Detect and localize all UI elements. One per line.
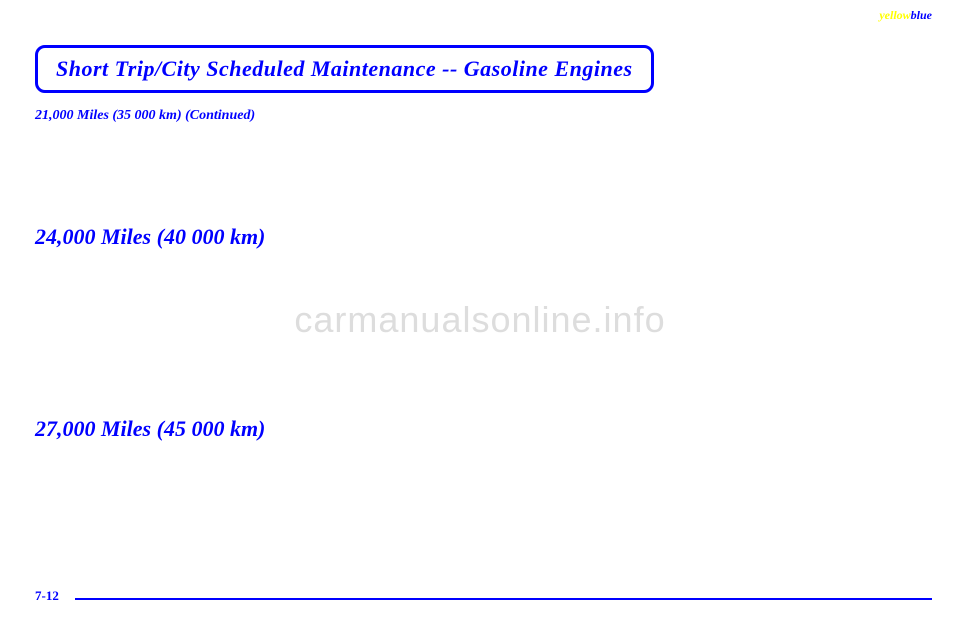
section-heading-24000: 24,000 Miles (40 000 km) <box>35 224 265 250</box>
watermark: carmanualsonline.info <box>294 299 665 341</box>
section-27000: 27,000 Miles (45 000 km) <box>35 416 265 454</box>
header-box: Short Trip/City Scheduled Maintenance --… <box>35 45 654 93</box>
section-heading-27000: 27,000 Miles (45 000 km) <box>35 416 265 442</box>
continued-heading: 21,000 Miles (35 000 km) (Continued) <box>35 108 255 124</box>
footer-line <box>75 598 932 600</box>
corner-label: yellowblue <box>879 8 932 23</box>
section-24000: 24,000 Miles (40 000 km) <box>35 224 265 262</box>
corner-yellow-text: yellow <box>879 8 910 22</box>
page-number: 7-12 <box>35 588 59 604</box>
corner-blue-text: blue <box>911 8 932 22</box>
header-title: Short Trip/City Scheduled Maintenance --… <box>56 56 633 82</box>
